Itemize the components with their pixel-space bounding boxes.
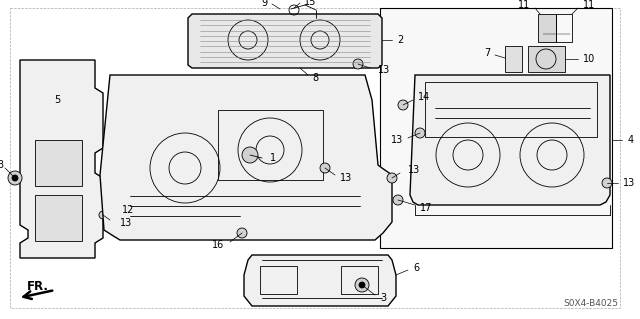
Text: 13: 13 xyxy=(120,218,132,228)
Text: S0X4-B4025: S0X4-B4025 xyxy=(563,299,618,308)
Text: 4: 4 xyxy=(628,135,634,145)
Circle shape xyxy=(387,173,397,183)
Text: 13: 13 xyxy=(340,173,352,183)
Circle shape xyxy=(359,282,365,288)
Text: FR.: FR. xyxy=(27,280,49,293)
Text: 3: 3 xyxy=(0,160,3,170)
Text: 13: 13 xyxy=(623,178,636,188)
Bar xyxy=(341,266,378,294)
Circle shape xyxy=(237,228,247,238)
Text: 15: 15 xyxy=(304,0,316,7)
Text: 1: 1 xyxy=(270,153,276,163)
Bar xyxy=(106,208,112,216)
Text: 11: 11 xyxy=(583,0,595,10)
Text: 17: 17 xyxy=(420,203,433,213)
Text: 9: 9 xyxy=(261,0,267,8)
Circle shape xyxy=(8,171,22,185)
Circle shape xyxy=(393,195,403,205)
Text: 5: 5 xyxy=(54,95,60,105)
Circle shape xyxy=(415,128,425,138)
Text: 13: 13 xyxy=(408,165,420,175)
Polygon shape xyxy=(505,46,522,72)
Polygon shape xyxy=(188,14,382,68)
Circle shape xyxy=(602,178,612,188)
Bar xyxy=(425,82,597,137)
Bar xyxy=(218,110,323,180)
Bar xyxy=(260,266,297,294)
Bar xyxy=(35,140,82,186)
Polygon shape xyxy=(410,75,610,205)
Text: 8: 8 xyxy=(312,73,318,83)
Text: 16: 16 xyxy=(212,240,224,250)
Circle shape xyxy=(398,100,408,110)
Polygon shape xyxy=(528,46,565,72)
Bar xyxy=(104,205,119,225)
Polygon shape xyxy=(244,255,396,306)
Polygon shape xyxy=(538,14,556,42)
Text: 14: 14 xyxy=(418,92,430,102)
Text: 2: 2 xyxy=(397,35,403,45)
Text: 13: 13 xyxy=(391,135,403,145)
Text: 12: 12 xyxy=(122,205,134,215)
Circle shape xyxy=(353,59,363,69)
Bar xyxy=(35,195,82,241)
Polygon shape xyxy=(100,75,392,240)
Text: 7: 7 xyxy=(484,48,490,58)
Bar xyxy=(380,8,612,248)
Text: 11: 11 xyxy=(518,0,530,10)
Text: 10: 10 xyxy=(583,54,595,64)
Circle shape xyxy=(12,175,18,181)
Circle shape xyxy=(99,211,107,219)
Circle shape xyxy=(355,278,369,292)
Text: 13: 13 xyxy=(378,65,390,75)
Circle shape xyxy=(242,147,258,163)
Text: 3: 3 xyxy=(380,293,386,303)
Circle shape xyxy=(320,163,330,173)
Polygon shape xyxy=(20,60,103,258)
Text: 6: 6 xyxy=(413,263,419,273)
